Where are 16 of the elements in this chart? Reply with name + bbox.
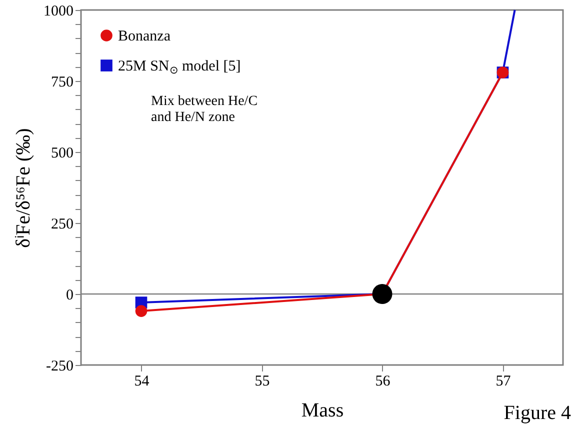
y-tick-label: 1000: [44, 4, 74, 20]
legend-label: Bonanza: [118, 28, 171, 44]
x-tick-label: 56: [375, 374, 391, 390]
x-tick-label: 57: [496, 374, 512, 390]
y-tick-label: -250: [46, 358, 74, 374]
legend-label: 25M SN$_{⊙}$ model [5]: [118, 58, 241, 77]
caption: Figure 4: [504, 402, 571, 424]
x-tick-label: 55: [254, 374, 270, 390]
y-tick-label: 0: [66, 288, 74, 304]
x-axis-title: Mass: [301, 400, 344, 422]
y-tick-label: 250: [51, 216, 74, 232]
y-tick-label: 750: [51, 74, 74, 90]
x-tick-label: 54: [134, 374, 150, 390]
y-axis-title: δⁱFe/δ⁵⁶Fe (‰): [12, 128, 34, 248]
annotation: Mix between He/C and He/N zone: [151, 94, 258, 125]
y-tick-label: 500: [51, 146, 74, 162]
